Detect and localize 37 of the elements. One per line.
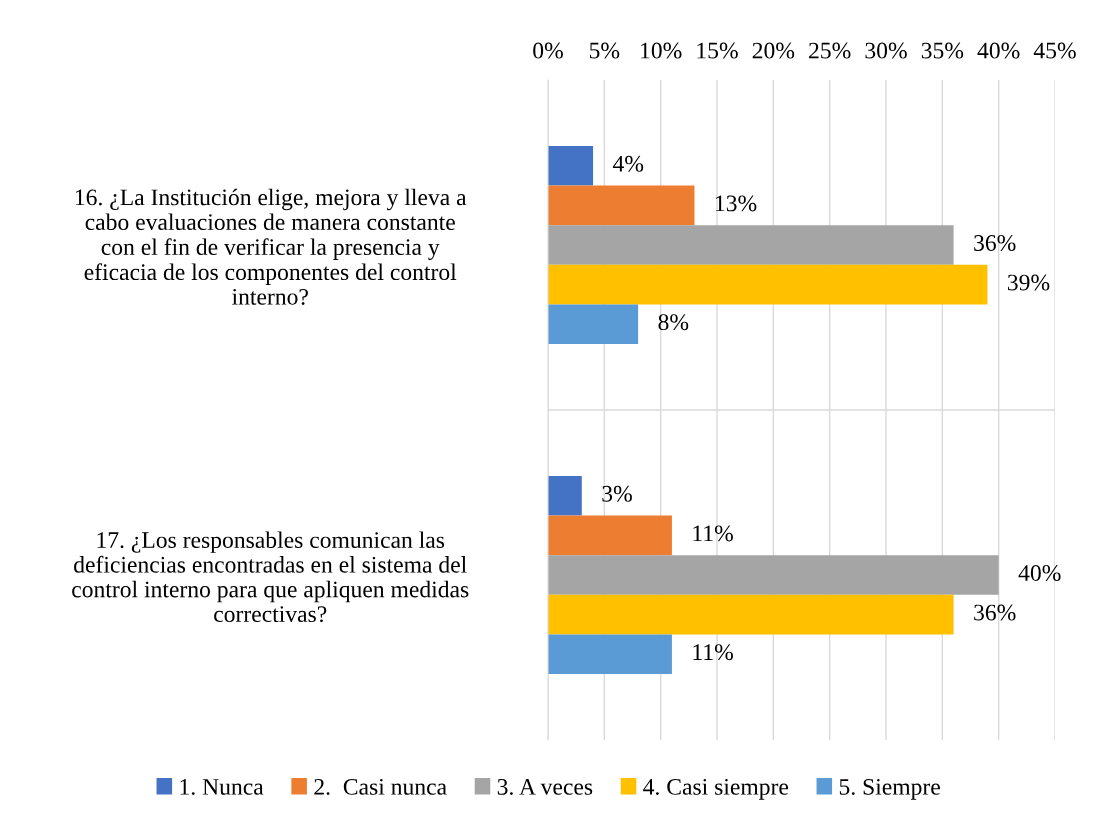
x-tick-label: 35% <box>921 42 964 59</box>
bar <box>548 264 988 305</box>
x-tick-label: 10% <box>641 42 682 59</box>
x-tick-label: 30% <box>865 42 907 59</box>
data-label: 36% <box>974 604 1016 621</box>
data-label: 13% <box>715 195 757 212</box>
bar <box>548 225 954 265</box>
bar <box>548 515 672 556</box>
data-label: 40% <box>1018 564 1061 581</box>
data-label: 3% <box>602 485 632 502</box>
legend-label: 4. Casi siempre <box>643 778 789 800</box>
legend-label: 2. Casi nunca <box>314 778 447 795</box>
bar <box>548 146 594 186</box>
x-tick-label: 20% <box>752 42 795 59</box>
bar <box>548 594 954 635</box>
bar <box>548 476 582 516</box>
x-tick-label: 45% <box>1033 42 1076 59</box>
legend-label: 5. Siempre <box>839 778 940 800</box>
data-label: 8% <box>658 314 689 331</box>
bar <box>548 634 672 674</box>
legend-label: 3. A veces <box>497 778 593 795</box>
bar <box>548 185 695 226</box>
data-label: 11% <box>693 644 733 661</box>
x-tick-label: 25% <box>809 42 851 59</box>
x-tick-label: 15% <box>697 42 738 59</box>
data-label: 39% <box>1007 274 1050 291</box>
bar <box>548 304 639 344</box>
y-tick-label: 17. ¿Los responsables comunican las deficiencias encontradas en el sistema del control interno para que apliquen medidas correctivas? <box>72 531 469 623</box>
x-tick-label: 0% <box>533 42 563 59</box>
legend-label: 1. Nunca <box>180 779 264 795</box>
data-label: 4% <box>612 155 644 172</box>
x-tick-label: 40% <box>977 42 1020 59</box>
y-tick-label: 16. ¿La Institución elige, mejora y lleva a cabo evaluaciones de manera constante con el fin de verificar la presencia y eficacia de los componentes del control interno? <box>75 188 467 305</box>
x-tick-label: 5% <box>589 42 620 59</box>
data-label: 11% <box>693 525 733 542</box>
data-label: 36% <box>974 234 1016 251</box>
bar <box>548 555 999 595</box>
